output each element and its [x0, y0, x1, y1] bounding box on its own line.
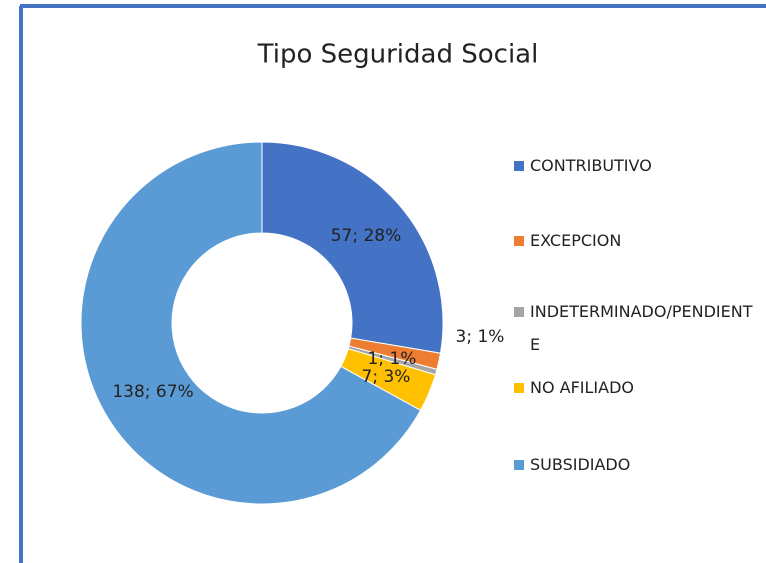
- legend-item: EXCEPCION: [514, 224, 755, 257]
- legend-swatch: [514, 460, 524, 470]
- legend-item: NO AFILIADO: [514, 371, 755, 404]
- legend-label: INDETERMINADO/PENDIENTE: [530, 302, 753, 354]
- data-label: 3; 1%: [456, 327, 505, 347]
- legend-swatch: [514, 236, 524, 246]
- data-label: 57; 28%: [331, 226, 402, 246]
- legend-label: NO AFILIADO: [530, 378, 635, 397]
- data-label: 1; 1%: [368, 349, 417, 369]
- legend-item: SUBSIDIADO: [514, 448, 755, 481]
- donut-slice: [80, 141, 422, 505]
- legend-label: EXCEPCION: [530, 231, 622, 250]
- chart-title: Tipo Seguridad Social: [257, 40, 539, 70]
- legend-label: CONTRIBUTIVO: [530, 156, 652, 175]
- legend-swatch: [514, 383, 524, 393]
- legend-swatch: [514, 307, 524, 317]
- data-label: 7; 3%: [362, 367, 411, 387]
- legend-item: INDETERMINADO/PENDIENTE: [514, 295, 755, 361]
- legend-item: CONTRIBUTIVO: [514, 149, 755, 182]
- legend-swatch: [514, 161, 524, 171]
- legend-label: SUBSIDIADO: [530, 455, 631, 474]
- donut-slice: [261, 141, 444, 354]
- data-label: 138; 67%: [112, 382, 193, 402]
